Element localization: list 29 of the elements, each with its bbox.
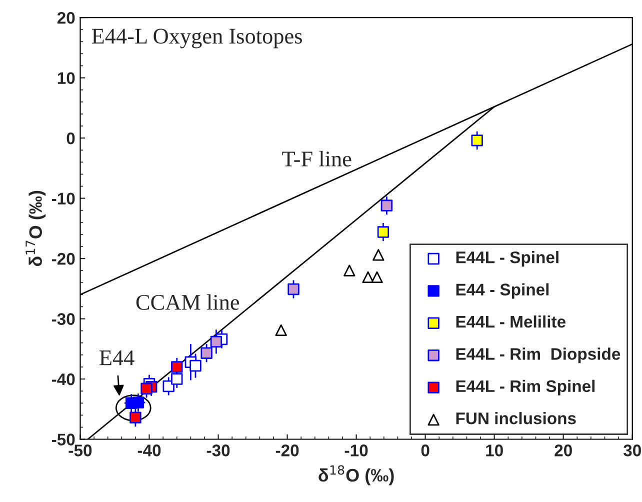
x-tick-label: -50	[68, 444, 92, 456]
legend-label: E44L - Spinel	[456, 251, 558, 267]
y-tick-label: -10	[52, 192, 75, 204]
x-tick-label: -20	[276, 444, 299, 456]
annotation: T-F line	[282, 150, 352, 167]
legend-label: E44 - Spinel	[456, 283, 549, 299]
y-tick-label: -30	[52, 313, 75, 325]
annotation: E44	[100, 350, 134, 366]
y-axis-title: δ$^{17}$O (‰)	[26, 190, 46, 266]
legend-label: E44L - Rim Diopside	[456, 348, 620, 364]
x-tick-label: 10	[486, 444, 503, 456]
y-tick-label: 0	[66, 132, 75, 144]
x-tick-label: 0	[421, 444, 430, 456]
y-tick-label: -50	[52, 434, 75, 446]
legend-label: E44L - Melilite	[456, 315, 566, 328]
y-tick-label: 20	[57, 12, 75, 24]
y-tick-label: 10	[58, 72, 75, 84]
x-tick-label: -40	[138, 444, 161, 456]
legend-label: FUN inclusions	[456, 412, 576, 424]
x-tick-label: -30	[206, 444, 230, 456]
x-tick-label: -10	[344, 444, 368, 456]
y-tick-label: -40	[52, 373, 75, 386]
x-tick-label: 30	[623, 444, 641, 456]
x-axis-title: δ$^{18}$O (‰)	[318, 465, 394, 486]
x-tick-label: 20	[554, 444, 572, 456]
chart-title: E44-L Oxygen Isotopes	[92, 28, 302, 48]
y-tick-label: -20	[52, 252, 75, 265]
legend-label: E44L - Rim Spinel	[456, 380, 595, 396]
annotation: CCAM line	[136, 294, 240, 310]
